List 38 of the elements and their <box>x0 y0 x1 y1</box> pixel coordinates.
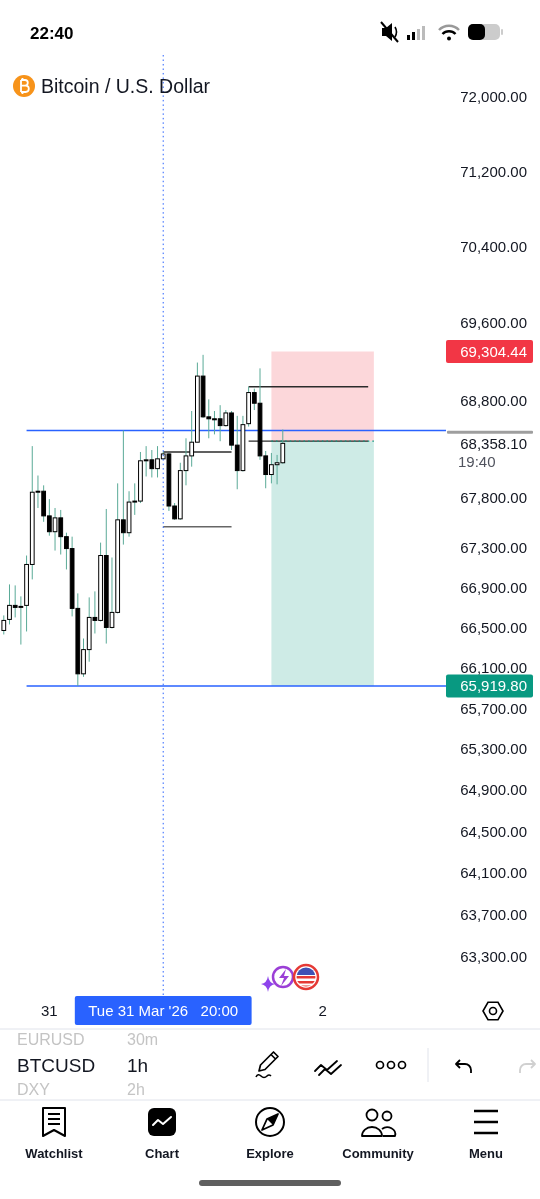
y-tick-label: 72,000.00 <box>460 87 527 105</box>
y-tick-label: 63,300.00 <box>460 948 527 966</box>
y-tick-label: 70,400.00 <box>460 237 527 255</box>
text: Explore <box>246 1146 294 1161</box>
y-tick-label: 71,200.00 <box>460 162 527 180</box>
text: Bitcoin / U.S. Dollar <box>41 75 211 97</box>
candlestick <box>1 614 7 635</box>
text: 1h <box>127 1055 149 1076</box>
y-tick-label: 64,100.00 <box>460 864 527 882</box>
y-tick-label: 68,800.00 <box>460 391 527 409</box>
text: BTCUSD <box>17 1055 96 1076</box>
text: 22:40 <box>30 24 74 43</box>
text: Community <box>342 1146 415 1161</box>
y-tick-label: 64,900.00 <box>460 781 527 799</box>
y-tick-label: 66,500.00 <box>460 618 527 636</box>
text: Menu <box>469 1146 504 1161</box>
text: Watchlist <box>25 1146 84 1161</box>
text: 30m <box>127 1031 159 1048</box>
y-tick-label: 67,300.00 <box>460 538 527 556</box>
y-tick-label: 65,300.00 <box>460 740 527 758</box>
y-tick-label: 66,900.00 <box>460 578 527 596</box>
y-tick-label: 69,600.00 <box>460 314 527 332</box>
text: 2h <box>127 1081 145 1098</box>
x-tick-label: 31 <box>41 1002 58 1020</box>
text: Chart <box>145 1146 180 1161</box>
y-tick-label: 66,100.00 <box>460 659 527 677</box>
text: 19:40 <box>458 452 496 470</box>
text: EURUSD <box>17 1031 85 1048</box>
y-tick-label: 68,358.10 <box>460 434 527 452</box>
y-tick-label: 69,304.44 <box>460 342 527 360</box>
y-tick-label: 65,700.00 <box>460 699 527 717</box>
text: DXY <box>17 1081 51 1098</box>
y-tick-label: 67,800.00 <box>460 489 527 507</box>
x-tick-label: 2 <box>318 1002 327 1020</box>
y-tick-label: 65,919.80 <box>460 677 527 695</box>
ref-line-label: Tue 31 Mar '26 20:00 <box>88 1002 239 1020</box>
y-tick-label: 63,700.00 <box>460 906 527 924</box>
y-tick-label: 64,500.00 <box>460 822 527 840</box>
